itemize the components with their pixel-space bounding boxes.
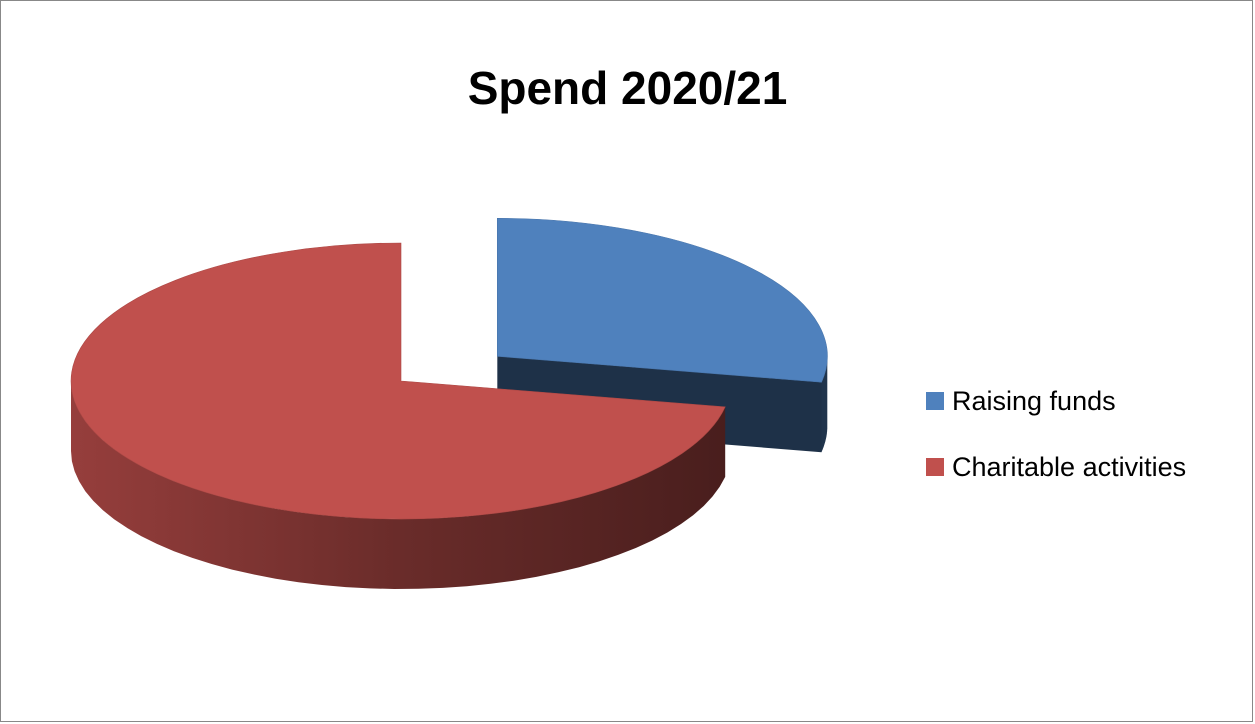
pie-slice-side [821,356,828,453]
legend-swatch [926,392,944,410]
pie-slice-top [70,242,726,520]
legend-item-charitable-activities: Charitable activities [926,451,1186,483]
pie-slice-charitable-activities [70,242,726,589]
legend-label: Charitable activities [952,451,1187,482]
chart-legend: Raising funds Charitable activities [926,385,1186,517]
chart-title: Spend 2020/21 [467,62,788,114]
pie-slice-side [71,381,726,589]
legend-label: Raising funds [952,385,1116,416]
legend-swatch [926,458,944,476]
legend-item-raising-funds: Raising funds [926,385,1186,417]
pie-slice-top [496,217,828,383]
